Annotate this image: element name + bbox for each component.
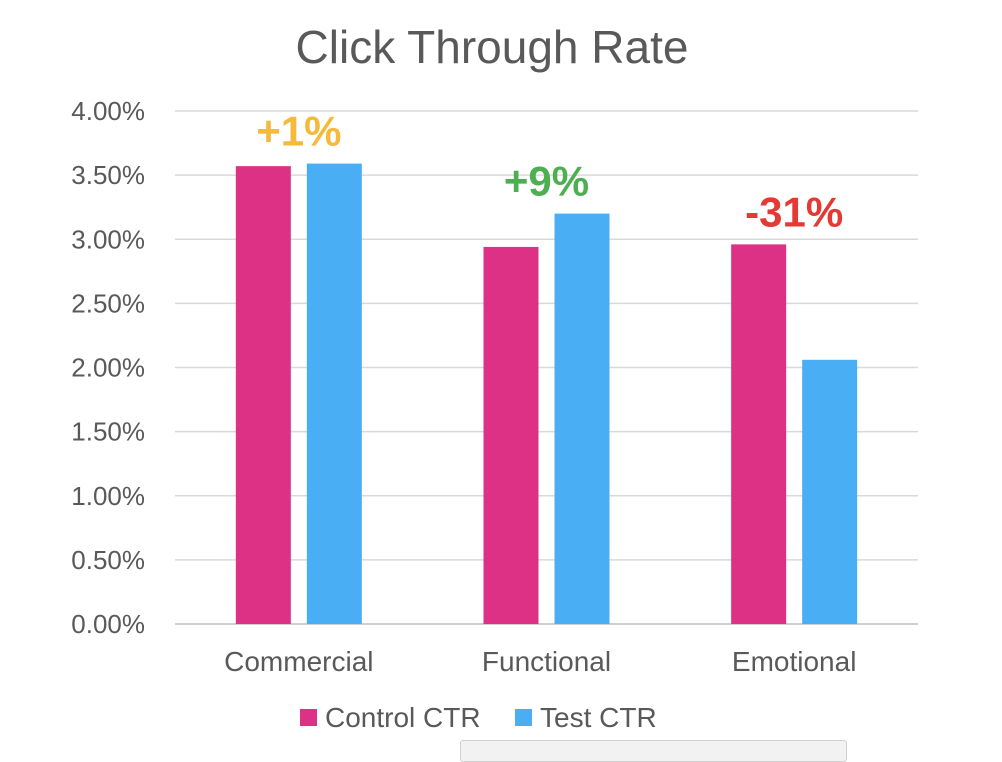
bar-test-ctr-emotional <box>802 359 858 624</box>
gridlines <box>175 110 918 625</box>
legend-swatch <box>515 709 532 726</box>
y-tick-label: 3.50% <box>71 160 145 190</box>
bar-control-ctr-emotional <box>731 244 787 624</box>
bar-test-ctr-commercial <box>306 163 362 624</box>
change-annotation: -31% <box>745 188 843 235</box>
bar-control-ctr-functional <box>483 246 539 624</box>
change-annotations: +1% +9% -31% <box>256 108 843 236</box>
x-axis-categories: Commercial Functional Emotional <box>224 646 856 677</box>
horizontal-scrollbar[interactable] <box>460 740 847 762</box>
legend-label: Control CTR <box>325 702 481 733</box>
y-tick-label: 0.50% <box>71 545 145 575</box>
y-tick-label: 2.00% <box>71 353 145 383</box>
change-annotation: +9% <box>504 158 589 205</box>
legend-swatch <box>300 709 317 726</box>
legend: Control CTR Test CTR <box>300 702 657 733</box>
y-tick-label: 1.00% <box>71 481 145 511</box>
x-category-label: Emotional <box>732 646 857 677</box>
bar-control-ctr-commercial <box>235 166 291 624</box>
y-tick-label: 4.00% <box>71 96 145 126</box>
y-tick-label: 0.00% <box>71 609 145 639</box>
bar-test-ctr-functional <box>554 213 610 624</box>
x-category-label: Commercial <box>224 646 373 677</box>
y-tick-label: 3.00% <box>71 224 145 254</box>
legend-label: Test CTR <box>540 702 657 733</box>
bars <box>235 163 858 624</box>
change-annotation: +1% <box>256 108 341 155</box>
y-tick-label: 1.50% <box>71 417 145 447</box>
y-axis-ticks: 0.00% 0.50% 1.00% 1.50% 2.00% 2.50% 3.00% 3.50%… <box>71 96 145 639</box>
y-tick-label: 2.50% <box>71 288 145 318</box>
x-category-label: Functional <box>482 646 611 677</box>
chart-title: Click Through Rate <box>296 21 689 73</box>
